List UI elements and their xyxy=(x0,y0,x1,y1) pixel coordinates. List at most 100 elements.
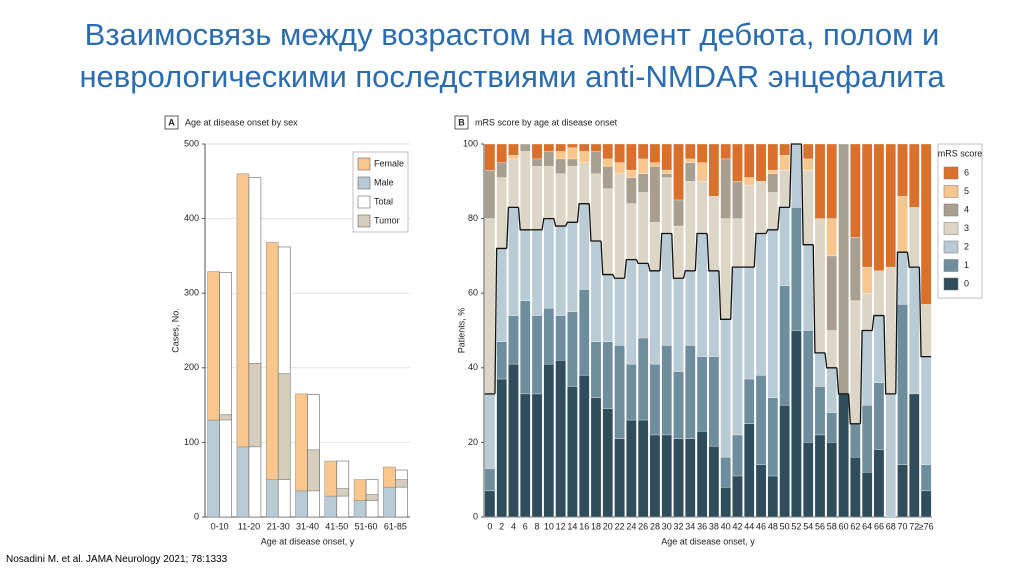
x-tick-label: 61-85 xyxy=(384,521,407,531)
bar-segment xyxy=(531,143,543,160)
mrs-0-2-line xyxy=(883,315,896,395)
bar-tumor xyxy=(307,449,320,492)
legend-swatch xyxy=(943,222,959,235)
bar-segment xyxy=(637,192,649,264)
bar-segment xyxy=(578,375,590,518)
bar-segment xyxy=(673,225,684,279)
bar-segment xyxy=(802,169,814,245)
bar-segment xyxy=(861,404,873,473)
bar-segment xyxy=(590,143,602,152)
bar-segment xyxy=(767,475,779,518)
bar-segment xyxy=(626,363,637,421)
bar-female xyxy=(295,393,308,492)
bar-segment xyxy=(496,341,507,380)
y-tick-label: 20 xyxy=(468,437,478,447)
mrs-0-2-line xyxy=(753,232,767,268)
bar-segment xyxy=(626,177,637,204)
bar-segment xyxy=(685,158,696,163)
bar-segment xyxy=(484,393,496,469)
bar-segment xyxy=(578,143,590,152)
x-tick-label: 44 xyxy=(744,521,754,531)
legend-label: 2 xyxy=(964,241,969,251)
x-tick-label: 12 xyxy=(556,521,566,531)
mrs-0-2-line xyxy=(576,203,590,223)
mrs-0-2-line xyxy=(647,263,661,272)
bar-segment xyxy=(767,397,779,477)
bar-segment xyxy=(897,252,908,305)
y-tick-label: 300 xyxy=(184,288,199,298)
bar-segment xyxy=(814,386,826,436)
bar-segment xyxy=(661,169,672,174)
bar-segment xyxy=(649,434,661,518)
y-tick-label: 100 xyxy=(463,138,478,148)
bar-segment xyxy=(673,199,684,227)
bar-segment xyxy=(814,218,826,354)
legend-label: Male xyxy=(374,177,394,187)
mrs-0-2-line xyxy=(871,314,885,331)
bar-segment xyxy=(779,155,790,171)
x-tick-label: 41-50 xyxy=(325,521,348,531)
bar-segment xyxy=(696,356,708,432)
y-tick-label: 80 xyxy=(468,213,478,223)
legend-swatch xyxy=(943,185,959,198)
bar-segment xyxy=(826,143,838,219)
bar-segment xyxy=(555,360,566,518)
bar-segment xyxy=(602,341,614,409)
bar-segment xyxy=(543,307,555,365)
bar-segment xyxy=(861,472,873,518)
bar-segment xyxy=(626,203,637,260)
bar-segment xyxy=(920,143,932,305)
bar-female xyxy=(383,466,396,488)
bar-segment xyxy=(578,203,590,290)
bar-tumor xyxy=(365,494,379,501)
bar-segment xyxy=(531,315,543,395)
bar-segment xyxy=(779,143,790,156)
bar-segment xyxy=(744,143,755,178)
bar-segment xyxy=(732,181,743,219)
x-tick-label: 14 xyxy=(567,521,577,531)
bar-segment xyxy=(673,438,684,518)
bar-segment xyxy=(637,158,649,174)
bar-segment xyxy=(602,158,614,167)
bar-segment xyxy=(626,169,637,178)
bar-segment xyxy=(802,143,814,160)
x-tick-label: 11-20 xyxy=(238,521,260,531)
y-axis-label: Cases, No. xyxy=(170,308,180,353)
bar-segment xyxy=(744,378,755,424)
bar-segment xyxy=(779,404,790,518)
legend-label: Tumor xyxy=(374,215,400,225)
mrs-0-2-line xyxy=(624,258,637,279)
bar-segment xyxy=(649,363,661,436)
x-tick-label: 28 xyxy=(650,521,660,531)
x-tick-label: 4 xyxy=(511,521,516,531)
bar-segment xyxy=(555,151,566,160)
legend-label: 4 xyxy=(964,204,969,214)
bar-segment xyxy=(590,240,602,342)
bar-segment xyxy=(590,397,602,518)
x-tick-label: 24 xyxy=(626,521,636,531)
x-tick-label: 64 xyxy=(862,521,872,531)
citation: Nosadini M. et al. JAMA Neurology 2021; … xyxy=(6,554,228,565)
bar-segment xyxy=(614,162,625,174)
bar-segment xyxy=(685,438,696,518)
bar-segment xyxy=(861,330,873,406)
bar-segment xyxy=(897,304,908,465)
bar-segment xyxy=(897,464,908,518)
x-tick-label: 10 xyxy=(544,521,554,531)
panel-letter-box xyxy=(454,115,469,130)
bar-segment xyxy=(920,356,932,465)
bar-segment xyxy=(850,423,861,458)
bar-segment xyxy=(708,143,720,197)
bar-segment xyxy=(767,173,779,193)
bar-segment xyxy=(508,143,519,156)
mrs-0-2-line xyxy=(918,267,932,358)
mrs-0-2-line xyxy=(682,270,696,279)
bar-segment xyxy=(873,315,885,383)
mrs-0-2-line xyxy=(612,274,625,279)
mrs-0-2-line xyxy=(895,251,908,394)
bar-segment xyxy=(496,378,507,518)
bar-segment xyxy=(649,162,661,167)
x-tick-label: 72 xyxy=(909,521,919,531)
x-tick-label: 32 xyxy=(674,521,684,531)
